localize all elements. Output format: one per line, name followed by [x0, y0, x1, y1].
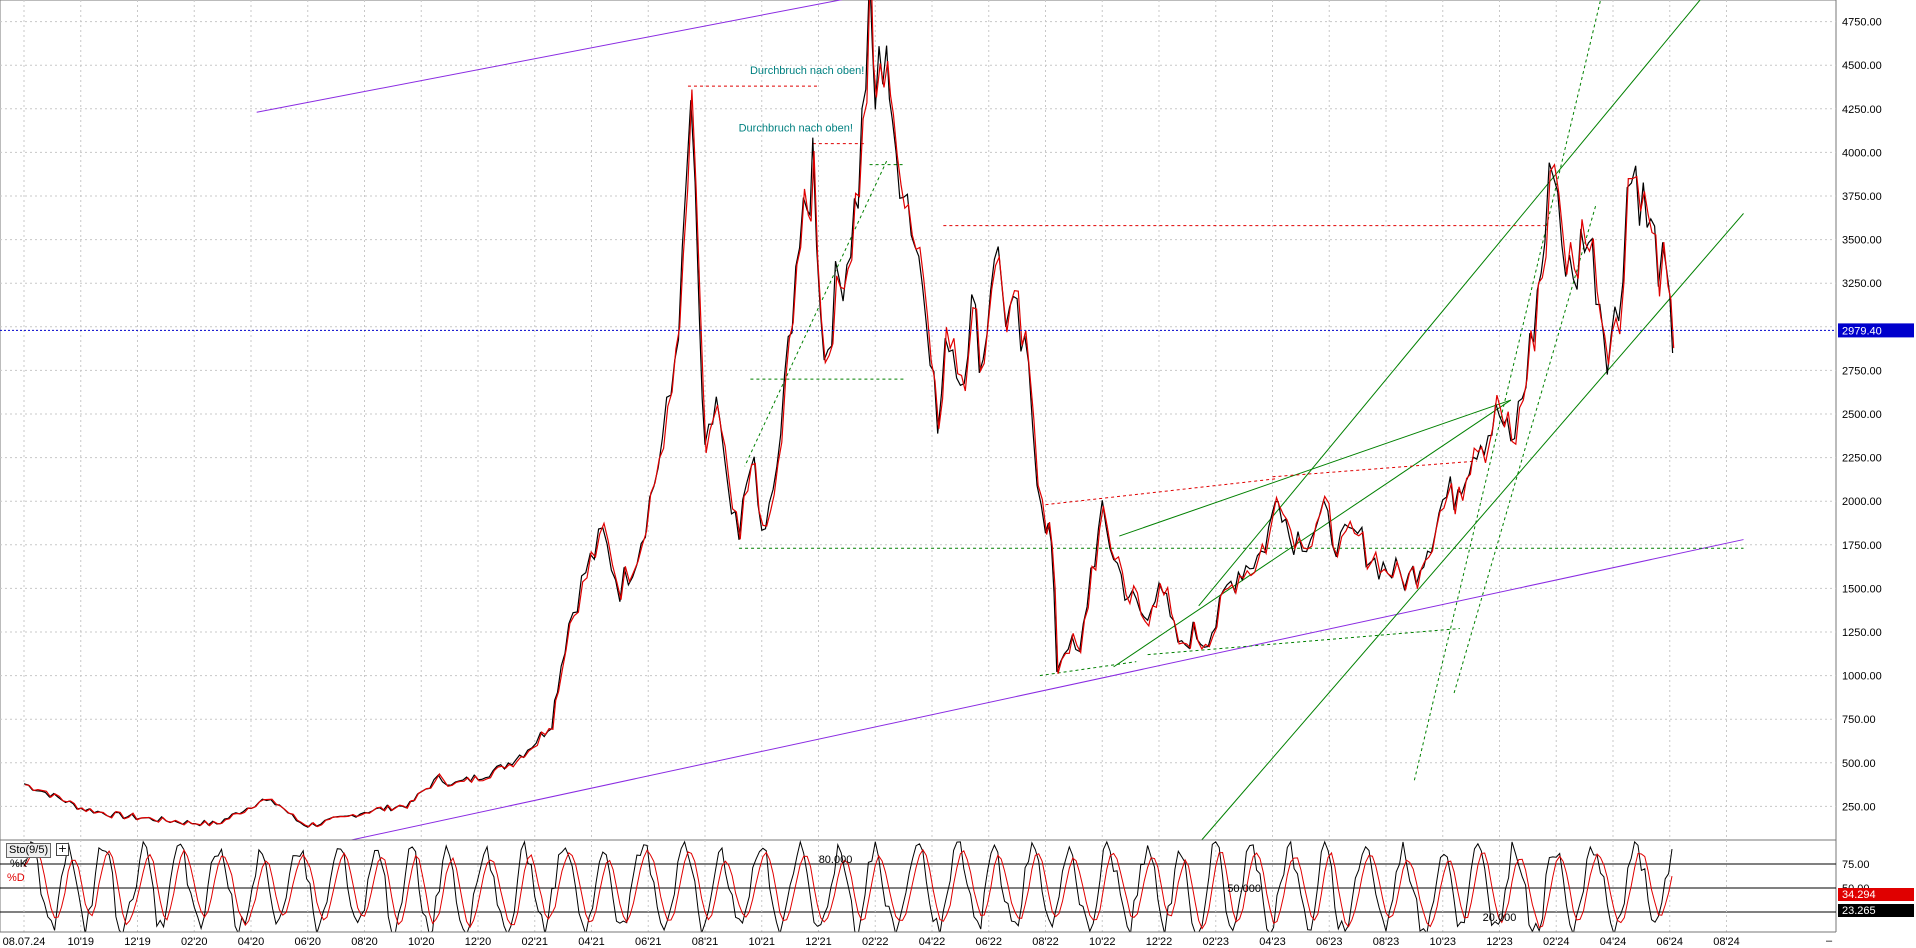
x-tick-label: 02'21 — [521, 936, 548, 948]
annotations: Durchbruch nach oben! Durchbruch nach obe… — [739, 65, 865, 135]
x-tick-label: 08'22 — [1032, 936, 1059, 948]
y-tick-label: 1750.00 — [1842, 540, 1882, 552]
last-price-badge — [1838, 323, 1914, 338]
time-axis-band — [0, 932, 1916, 948]
support-line — [1147, 628, 1460, 656]
trend-line — [1113, 399, 1512, 668]
x-tick-label: 08'23 — [1373, 936, 1400, 948]
x-tick-label: 08'20 — [351, 936, 378, 948]
time-axis: 08.07.24 10'19 12'19 02'20 04'20 06'20 08'20 10… — [0, 931, 1916, 948]
x-tick-label: 12'20 — [465, 936, 492, 948]
last-price-value: 2979.40 — [1842, 325, 1882, 337]
x-tick-label: 12'22 — [1146, 936, 1173, 948]
x-tick-label: 02'23 — [1202, 936, 1229, 948]
breakout-annotation: Durchbruch nach oben! — [739, 122, 853, 134]
x-tick-label: 04'21 — [578, 936, 605, 948]
y-tick-label: 4000.00 — [1842, 147, 1882, 159]
d-value-badge — [1838, 904, 1914, 917]
y-tick-label: 3250.00 — [1842, 278, 1882, 290]
x-tick-label: 02'24 — [1543, 936, 1570, 948]
trend-line — [256, 0, 843, 113]
stochastic-y-tick: 75.00 — [1842, 859, 1870, 871]
x-tick-label: 10'19 — [67, 936, 94, 948]
y-tick-label: 2500.00 — [1842, 409, 1882, 421]
x-tick-label: 06'21 — [635, 936, 662, 948]
price-panel-frame — [0, 0, 1837, 841]
indicator-expand-button[interactable]: + — [56, 842, 69, 856]
x-tick-label: 04'22 — [919, 936, 946, 948]
x-tick-label: 10'22 — [1089, 936, 1116, 948]
indicator-tab[interactable]: Sto(9/5) — [6, 843, 52, 858]
y-tick-label: 4250.00 — [1842, 104, 1882, 116]
trend-line — [1119, 399, 1512, 537]
stochastic-grid — [0, 840, 1836, 932]
x-tick-label: 10'21 — [748, 936, 775, 948]
k-line — [23, 839, 1673, 937]
price-panel[interactable]: Durchbruch nach oben! Durchbruch nach obe… — [0, 0, 1914, 851]
y-tick-label: 2750.00 — [1842, 365, 1882, 377]
time-axis-ticks: 08.07.24 10'19 12'19 02'20 04'20 06'20 08'20 10… — [3, 936, 1740, 948]
y-tick-label: 2250.00 — [1842, 453, 1882, 465]
stochastic-level-label: 50.000 — [1227, 883, 1261, 895]
last-price-marker: 2979.40 — [1838, 323, 1914, 338]
x-tick-label: 04'20 — [238, 936, 265, 948]
x-tick-label: 06'23 — [1316, 936, 1343, 948]
y-tick-label: 250.00 — [1842, 801, 1876, 813]
x-tick-label: 08'24 — [1713, 936, 1740, 948]
x-tick-label: 06'20 — [294, 936, 321, 948]
stochastic-last-values: 34.294 23.265 — [1838, 888, 1914, 917]
d-value: 23.265 — [1842, 905, 1876, 917]
y-tick-label: 3750.00 — [1842, 191, 1882, 203]
y-tick-label: 1250.00 — [1842, 627, 1882, 639]
trend-lines — [24, 0, 1744, 851]
y-tick-label: 500.00 — [1842, 758, 1876, 770]
x-tick-label: 02'22 — [862, 936, 889, 948]
y-tick-label: 3500.00 — [1842, 235, 1882, 247]
x-tick-label: 06'24 — [1656, 936, 1683, 948]
stochastic-level-label: 80.000 — [819, 854, 853, 866]
x-tick-label: 04'24 — [1600, 936, 1627, 948]
x-tick-label: 08'21 — [692, 936, 719, 948]
stochastic-panel-frame — [0, 839, 1837, 933]
k-legend: %K — [10, 858, 28, 870]
support-line — [1039, 661, 1137, 677]
d-line — [23, 848, 1673, 930]
x-tick-label: 02'20 — [181, 936, 208, 948]
y-tick-label: 1000.00 — [1842, 671, 1882, 683]
trend-line — [1192, 213, 1744, 851]
price-y-axis: 250.00 500.00 750.00 1000.00 1250.00 1500.00 1… — [1842, 17, 1882, 814]
d-legend: %D — [7, 872, 25, 884]
y-tick-label: 750.00 — [1842, 714, 1876, 726]
x-tick-label: 06'22 — [975, 936, 1002, 948]
x-tick-label: 04'23 — [1259, 936, 1286, 948]
support-line — [744, 160, 888, 467]
x-tick-label: 08.07.24 — [3, 936, 46, 948]
support-line — [1453, 204, 1597, 694]
stochastic-levels: 80.000 50.000 20.000 — [819, 854, 1517, 924]
y-tick-label: 2000.00 — [1842, 496, 1882, 508]
stochastic-series — [23, 839, 1673, 937]
trend-line — [304, 539, 1744, 851]
support-line — [1413, 0, 1602, 781]
x-tick-label: 10'20 — [408, 936, 435, 948]
x-tick-label: 12'23 — [1486, 936, 1513, 948]
trend-line — [1198, 0, 1701, 607]
scroll-arrow-icon[interactable]: – — [1826, 935, 1833, 947]
x-tick-label: 12'19 — [124, 936, 151, 948]
k-value: 34.294 — [1842, 889, 1876, 901]
y-tick-label: 4500.00 — [1842, 60, 1882, 72]
price-line-red — [24, 0, 1675, 828]
y-tick-label: 1500.00 — [1842, 583, 1882, 595]
support-line — [1272, 460, 1477, 478]
x-tick-label: 12'21 — [805, 936, 832, 948]
y-tick-label: 4750.00 — [1842, 17, 1882, 29]
price-grid — [0, 0, 1836, 840]
x-tick-label: 10'23 — [1429, 936, 1456, 948]
price-series — [23, 0, 1675, 828]
stochastic-level-label: 20.000 — [1483, 912, 1517, 924]
k-value-badge — [1838, 888, 1914, 901]
breakout-annotation: Durchbruch nach oben! — [750, 65, 864, 77]
